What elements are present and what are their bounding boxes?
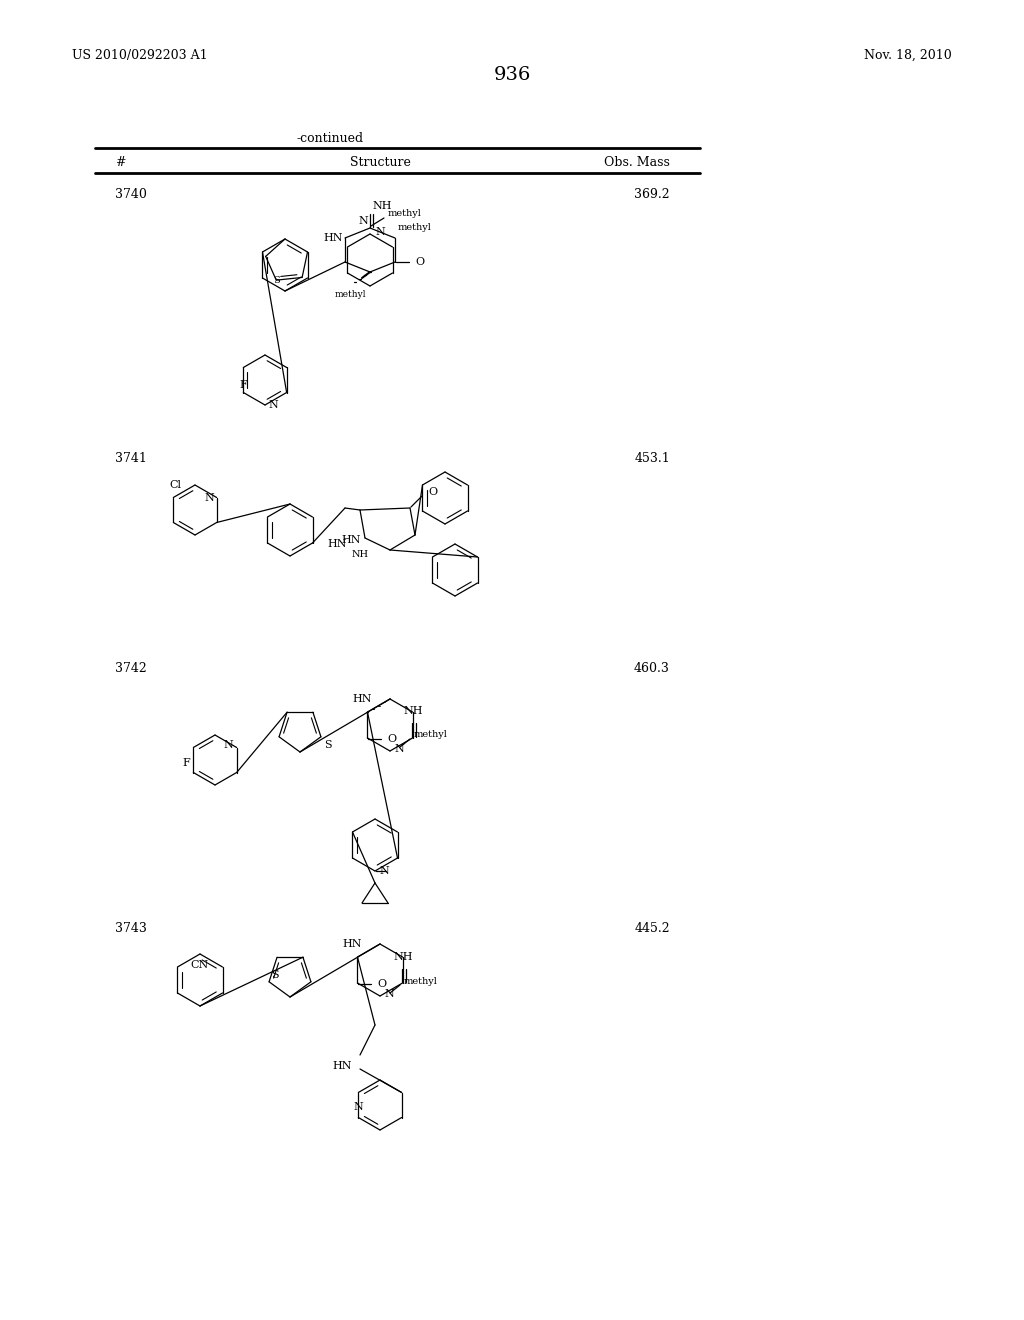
Text: HN: HN bbox=[333, 1061, 352, 1071]
Text: Obs. Mass: Obs. Mass bbox=[604, 156, 670, 169]
Text: 3741: 3741 bbox=[115, 451, 146, 465]
Text: Cl: Cl bbox=[169, 480, 181, 490]
Text: O: O bbox=[415, 257, 424, 267]
Text: S: S bbox=[324, 739, 332, 750]
Text: N: N bbox=[358, 216, 368, 226]
Text: methyl: methyl bbox=[398, 223, 432, 232]
Text: O: O bbox=[378, 979, 387, 989]
Text: N: N bbox=[384, 989, 394, 999]
Text: NH: NH bbox=[351, 550, 369, 558]
Text: HN: HN bbox=[352, 694, 372, 704]
Text: -continued: -continued bbox=[296, 132, 364, 144]
Text: US 2010/0292203 A1: US 2010/0292203 A1 bbox=[72, 49, 208, 62]
Text: N: N bbox=[379, 866, 389, 876]
Text: N: N bbox=[268, 400, 278, 411]
Text: 445.2: 445.2 bbox=[635, 921, 670, 935]
Text: S: S bbox=[272, 276, 280, 285]
Text: N: N bbox=[394, 744, 403, 754]
Text: methyl: methyl bbox=[334, 290, 366, 300]
Text: methyl: methyl bbox=[388, 210, 422, 219]
Text: 453.1: 453.1 bbox=[634, 451, 670, 465]
Text: HN: HN bbox=[324, 234, 343, 243]
Text: methyl: methyl bbox=[404, 978, 438, 986]
Text: F: F bbox=[240, 380, 247, 389]
Text: S: S bbox=[271, 970, 279, 979]
Text: NH: NH bbox=[372, 201, 391, 211]
Text: methyl: methyl bbox=[414, 730, 447, 739]
Text: F: F bbox=[182, 758, 190, 767]
Text: 936: 936 bbox=[494, 66, 530, 84]
Text: N: N bbox=[375, 227, 385, 238]
Text: HN: HN bbox=[341, 535, 360, 545]
Text: CN: CN bbox=[190, 960, 209, 970]
Text: 369.2: 369.2 bbox=[635, 189, 670, 202]
Text: O: O bbox=[428, 487, 437, 498]
Text: HN: HN bbox=[328, 539, 347, 549]
Text: N: N bbox=[205, 492, 215, 503]
Text: 3740: 3740 bbox=[115, 189, 146, 202]
Text: NH: NH bbox=[394, 952, 414, 962]
Text: Nov. 18, 2010: Nov. 18, 2010 bbox=[864, 49, 952, 62]
Text: Structure: Structure bbox=[349, 156, 411, 169]
Text: O: O bbox=[387, 734, 396, 744]
Text: 3742: 3742 bbox=[115, 661, 146, 675]
Text: HN: HN bbox=[342, 939, 362, 949]
Text: N: N bbox=[224, 741, 233, 751]
Text: NH: NH bbox=[403, 706, 423, 715]
Text: 3743: 3743 bbox=[115, 921, 146, 935]
Text: N: N bbox=[353, 1102, 364, 1113]
Text: #: # bbox=[115, 156, 126, 169]
Text: 460.3: 460.3 bbox=[634, 661, 670, 675]
